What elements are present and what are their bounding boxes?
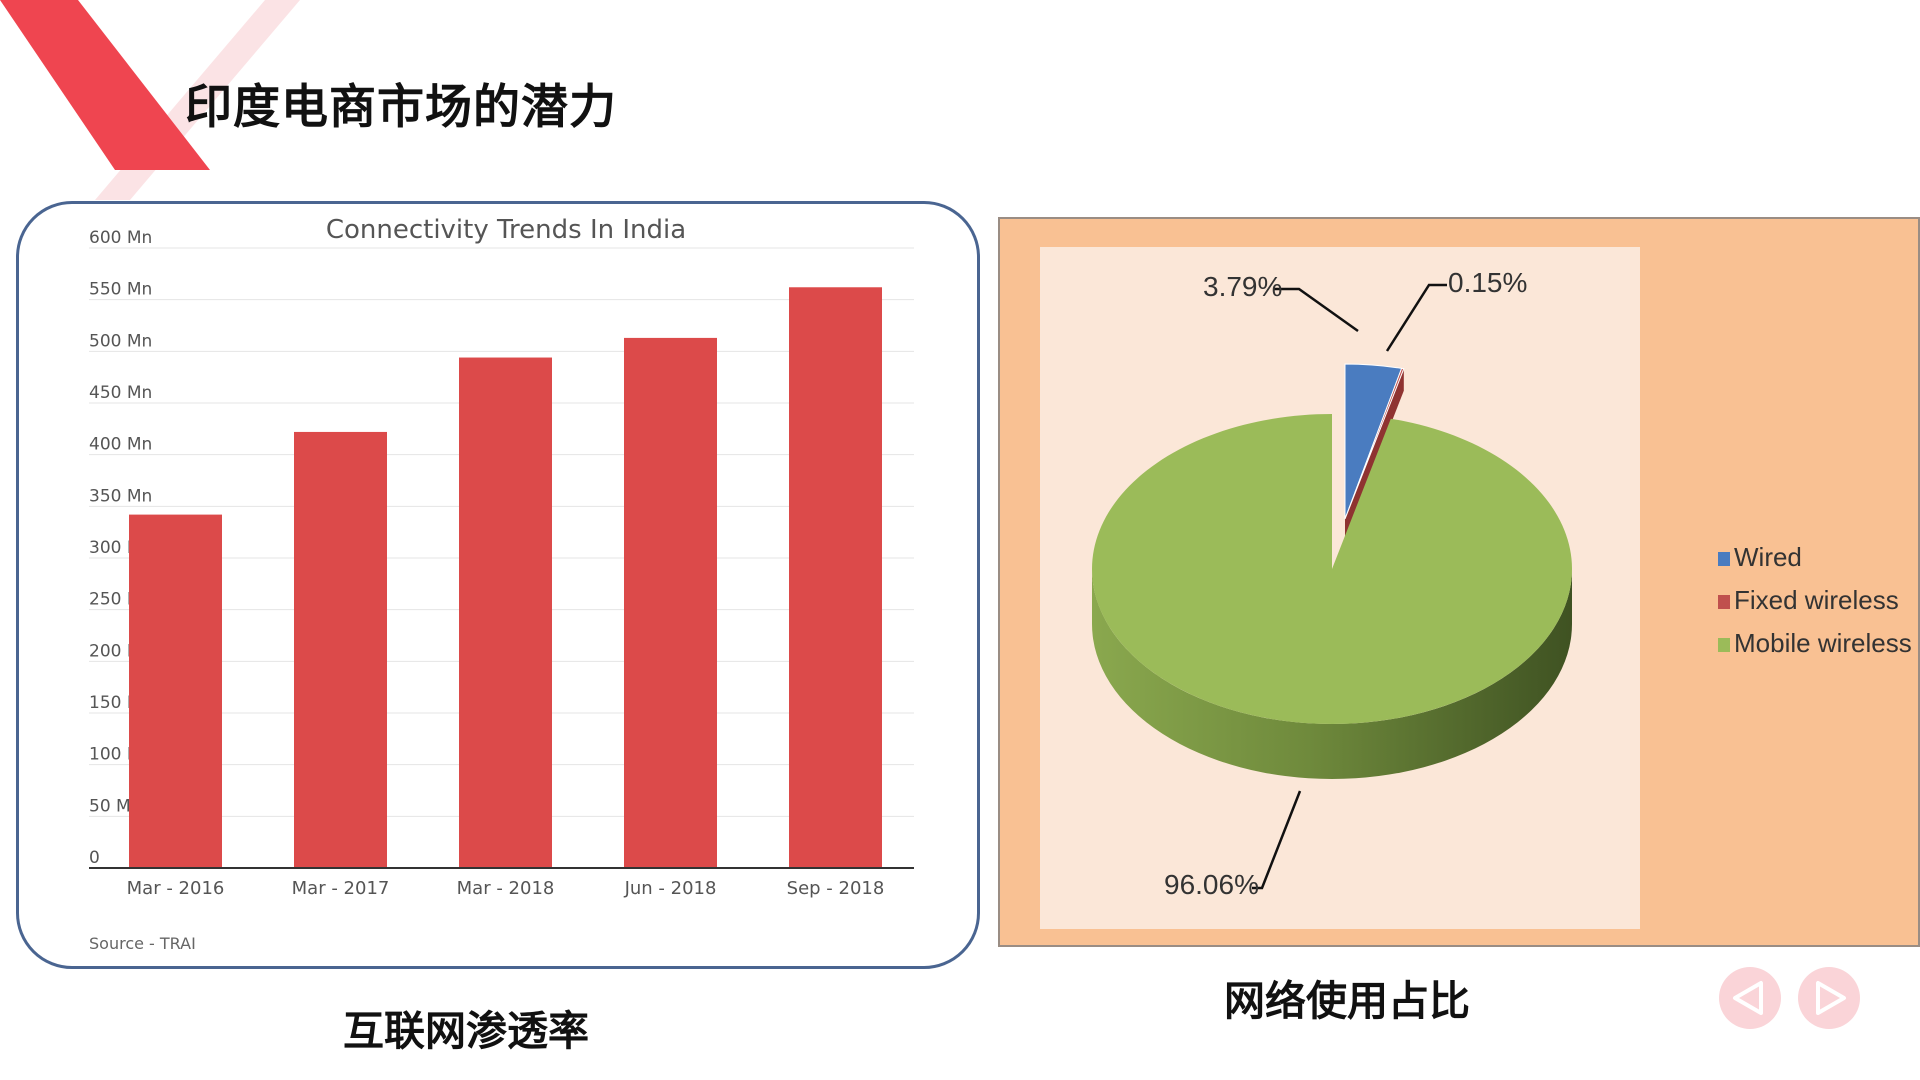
chevron-right-icon: [1816, 981, 1846, 1015]
pie-chart: 3.79% 0.15% 96.06% Wired Fixed wireless Mobi…: [1092, 267, 1912, 900]
legend-label: Fixed wireless: [1734, 585, 1899, 615]
bar: [624, 337, 717, 868]
x-tick-label: Jun - 2018: [624, 878, 717, 899]
x-tick-label: Mar - 2016: [127, 878, 225, 899]
legend-label: Wired: [1734, 542, 1802, 572]
y-tick-label: 600 Mn: [89, 228, 152, 248]
bar: [789, 287, 882, 868]
leader-line: [1273, 287, 1359, 333]
pie-slice-edge: [1345, 368, 1404, 541]
legend-label: Mobile wireless: [1734, 628, 1912, 658]
x-tick-label: Mar - 2017: [292, 878, 390, 899]
caption-internet-penetration: 互联网渗透率: [343, 1007, 589, 1055]
bar: [294, 431, 387, 868]
pie-chart-panel: 3.79% 0.15% 96.06% Wired Fixed wireless Mobi…: [998, 217, 1920, 947]
legend-swatch: [1718, 595, 1730, 609]
y-tick-label: 550 Mn: [89, 280, 152, 300]
y-tick-label: 450 Mn: [89, 383, 152, 403]
pie-value-label: 3.79%: [1203, 271, 1282, 302]
y-tick-label: 500 Mn: [89, 331, 152, 351]
legend-swatch: [1718, 552, 1730, 566]
pie-value-label: 0.15%: [1448, 267, 1527, 298]
leader-line: [1252, 790, 1302, 890]
slide-title: 印度电商市场的潜力: [185, 80, 617, 135]
x-tick-label: Sep - 2018: [787, 878, 885, 899]
pie-slice-side: [1092, 569, 1572, 779]
y-tick-label: 0: [89, 848, 100, 868]
bar: [459, 357, 552, 868]
chart-source: Source - TRAI: [89, 934, 196, 953]
bar: [129, 514, 222, 868]
corner-decoration: [0, 0, 300, 200]
pie-value-label: 96.06%: [1164, 869, 1259, 900]
pie-slice: [1092, 414, 1573, 724]
prev-slide-button[interactable]: [1719, 967, 1781, 1029]
x-tick-label: Mar - 2018: [457, 878, 555, 899]
next-slide-button[interactable]: [1798, 967, 1860, 1029]
leader-line: [1385, 283, 1447, 352]
chevron-left-icon: [1733, 981, 1763, 1015]
y-tick-label: 350 Mn: [89, 486, 152, 506]
chart-title: Connectivity Trends In India: [326, 215, 686, 245]
y-tick-label: 400 Mn: [89, 435, 152, 455]
bar-chart-panel: Connectivity Trends In India 0 50 Mn 100 M…: [16, 201, 980, 969]
caption-network-usage: 网络使用占比: [1224, 977, 1470, 1025]
pie-slice: [1344, 367, 1405, 520]
y-tick-label: 50 Mn: [89, 796, 141, 816]
legend-swatch: [1718, 638, 1730, 652]
